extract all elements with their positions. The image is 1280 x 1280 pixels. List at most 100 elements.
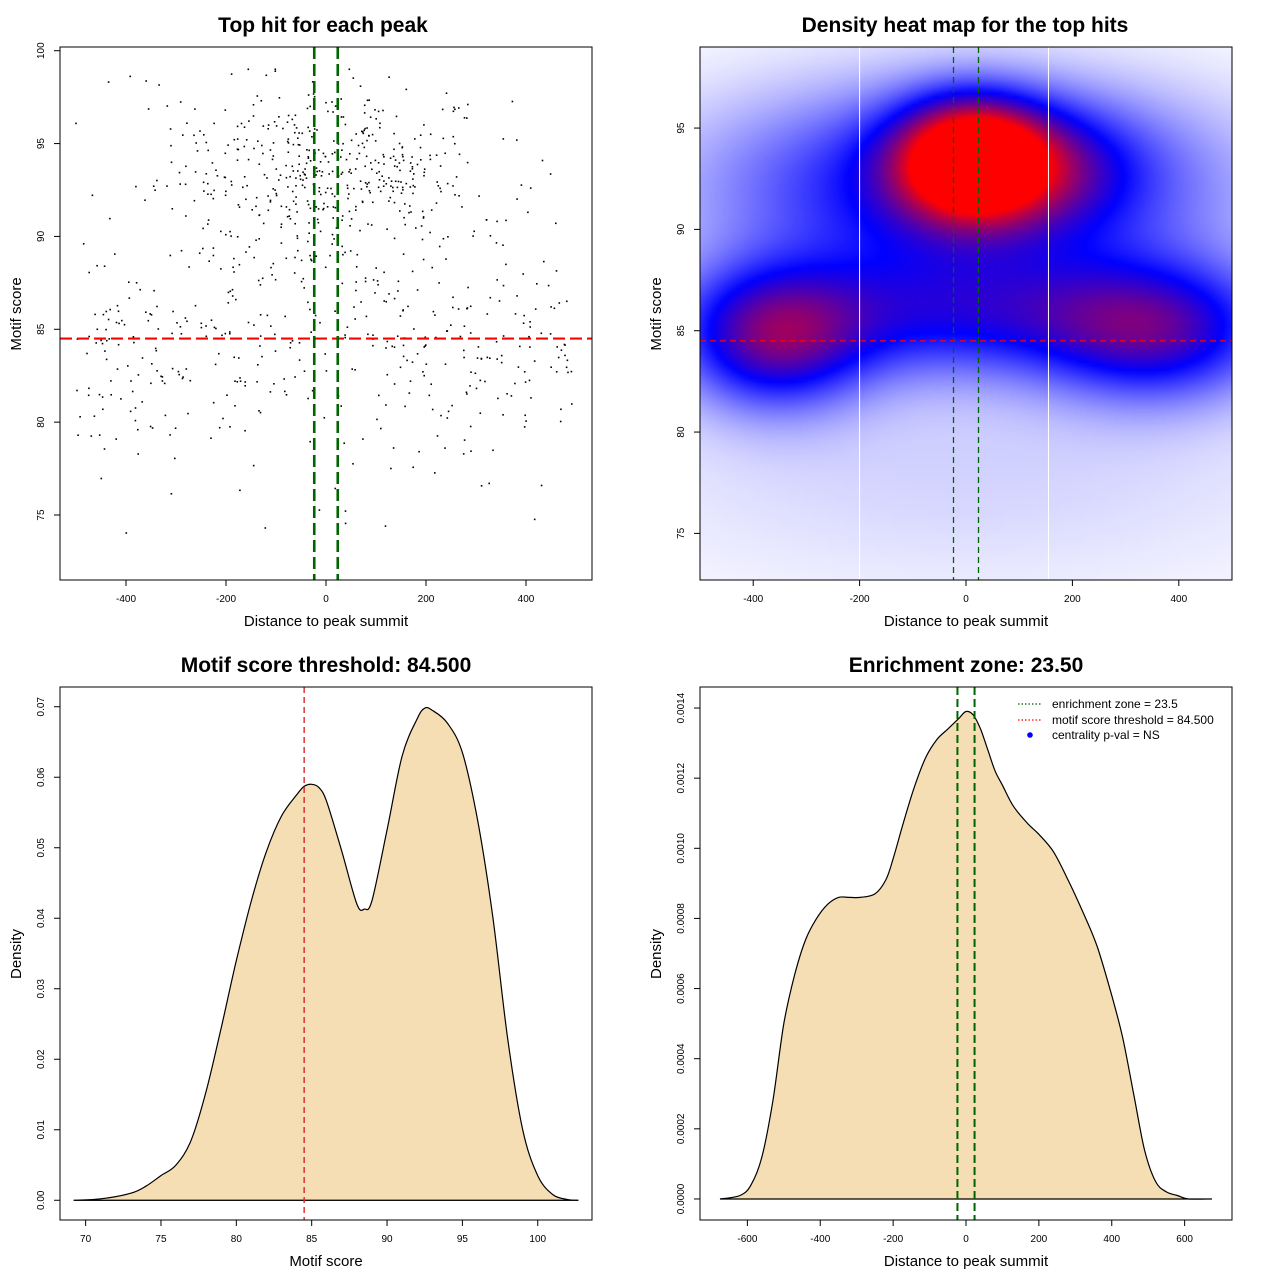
scatter-point [285, 257, 288, 260]
scatter-point [308, 149, 310, 152]
scatter-point [332, 206, 335, 208]
scatter-point [185, 215, 187, 217]
scatter-point [404, 203, 406, 205]
scatter-point [283, 378, 285, 380]
scatter-point [340, 156, 342, 158]
scatter-point [260, 100, 263, 102]
scatter-point [300, 280, 303, 283]
scatter-point [278, 116, 280, 118]
scatter-point [409, 170, 412, 172]
scatter-point [253, 324, 255, 326]
scatter-point [110, 380, 112, 382]
distance-density-area [719, 710, 1213, 1200]
scatter-y-axis: 75 80 85 90 95 100 [36, 42, 60, 521]
scatter-point [409, 205, 411, 207]
scatter-point [555, 270, 558, 272]
scatter-point [385, 183, 388, 185]
legend-pval-label: centrality p-val = NS [1052, 728, 1160, 742]
scatter-point [459, 335, 462, 338]
scatter-point [463, 325, 466, 327]
scatter-point [227, 302, 230, 304]
scatter-point [292, 200, 295, 203]
scatter-point [341, 219, 343, 221]
scatter-point [364, 182, 367, 184]
scatter-point [402, 344, 405, 347]
scatter-point [356, 253, 359, 256]
distance-density-panel: Enrichment zone: 23.50 -600 -400 -200 0 200 4… [648, 654, 1233, 1270]
scatter-point [378, 394, 380, 397]
scatter-point [533, 360, 536, 362]
scatter-point [287, 114, 290, 117]
scatter-point [103, 448, 106, 450]
scatter-point [271, 158, 274, 161]
scatter-point [334, 487, 337, 490]
scatter-point [174, 457, 176, 460]
scatter-point [262, 222, 265, 225]
scatter-point [273, 121, 276, 123]
scatter-point [227, 291, 230, 294]
scatter-point [327, 161, 330, 163]
scatter-point [315, 167, 318, 169]
scatter-point [502, 284, 505, 287]
scatter-point [362, 132, 365, 135]
scatter-point [389, 196, 392, 199]
scatter-point [388, 76, 390, 78]
scatter-point [529, 326, 531, 328]
scatter-point [480, 485, 483, 487]
scatter-point [505, 219, 507, 222]
scatter-point [393, 383, 396, 385]
scatter-point [383, 163, 385, 165]
scatter-point [534, 308, 537, 310]
scatter-point [330, 187, 332, 190]
scatter-point [351, 368, 353, 370]
scatter-point [137, 374, 140, 376]
scatter-point [340, 173, 343, 175]
scatter-point [362, 131, 364, 133]
scatter-point [224, 332, 227, 335]
scatter-point [393, 165, 396, 167]
scatter-point [370, 224, 373, 226]
scatter-point [423, 374, 425, 377]
scatter-point [135, 282, 138, 284]
distance-density-y-axis: 0.0000 0.0002 0.0004 0.0006 0.0008 0.0010 0.00… [676, 692, 700, 1214]
scatter-point [179, 101, 182, 103]
scatter-point [262, 125, 265, 127]
scatter-point [104, 350, 106, 352]
scatter-point [359, 85, 362, 87]
scatter-point [341, 171, 344, 174]
scatter-point [289, 342, 292, 344]
scatter-point [489, 357, 491, 359]
scatter-point [397, 180, 400, 183]
scatter-point [198, 252, 201, 254]
scatter-point [269, 199, 272, 202]
scatter-point [402, 355, 405, 358]
scatter-point [458, 153, 461, 156]
scatter-point [334, 206, 337, 209]
scatter-point [82, 243, 85, 245]
scatter-point [317, 221, 320, 224]
scatter-point [311, 81, 314, 83]
scatter-point [349, 250, 352, 252]
scatter-point [557, 356, 560, 359]
scatter-point [489, 296, 492, 299]
scatter-point [331, 233, 334, 236]
scatter-point [455, 176, 458, 178]
scatter-point [212, 247, 215, 249]
scatter-point [547, 284, 550, 287]
scatter-point [346, 326, 349, 328]
scatter-point [269, 391, 272, 393]
scatter-point [555, 371, 558, 373]
distance-y-tick-label: 0.0014 [676, 692, 687, 723]
scatter-point [224, 176, 227, 179]
scatter-point [469, 305, 472, 308]
scatter-point [118, 322, 120, 325]
scatter-point [383, 271, 385, 274]
scatter-y-label: Motif score [8, 277, 25, 350]
scatter-point [154, 189, 156, 191]
scatter-point [410, 211, 412, 213]
scatter-point [425, 363, 428, 365]
scatter-point [567, 371, 569, 374]
scatter-point [447, 236, 449, 238]
scatter-point [344, 522, 347, 525]
scatter-point [423, 174, 425, 177]
